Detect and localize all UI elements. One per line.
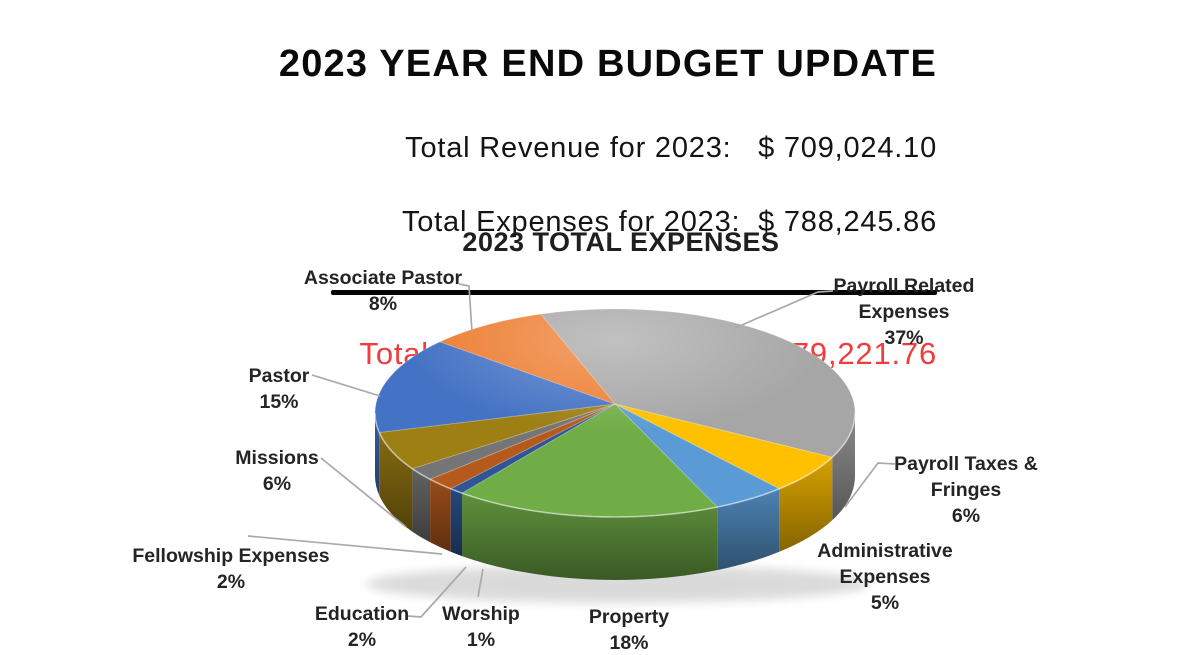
leader-missions — [320, 457, 407, 528]
label-property: Property — [589, 606, 669, 628]
expenses-text: Total Expenses for 2023: $ 788,245.86 — [401, 206, 937, 238]
label-payroll-taxes-fringes: Fringes — [931, 479, 1002, 501]
label-administrative-expenses: Expenses — [839, 566, 930, 588]
label-administrative-expenses: 5% — [871, 592, 899, 614]
leader-associate-pastor — [458, 283, 473, 333]
label-pastor: Pastor — [249, 365, 310, 387]
label-payroll-taxes-fringes: 6% — [952, 505, 980, 527]
chart-title: 2023 TOTAL EXPENSES — [462, 227, 780, 257]
pie-shadow — [366, 565, 870, 603]
leader-education — [407, 566, 467, 618]
label-fellowship-expenses: 2% — [217, 571, 245, 593]
label-property: 18% — [609, 632, 648, 654]
pie-slice-fellowship-expenses-side — [412, 468, 431, 543]
label-associate-pastor: 8% — [369, 293, 397, 315]
leader-payroll-taxes-fringes — [844, 462, 896, 508]
pie-slice-worship-side — [450, 488, 462, 557]
label-missions: Missions — [235, 447, 319, 469]
leader-pastor — [311, 374, 381, 397]
leader-payroll-related-expenses — [734, 290, 834, 329]
pie-slice-education-side — [430, 479, 451, 552]
label-education: 2% — [348, 629, 376, 651]
label-worship: 1% — [467, 629, 495, 651]
label-worship: Worship — [442, 603, 520, 625]
pie-rim-highlight — [374, 412, 856, 518]
label-associate-pastor: Associate Pastor — [304, 267, 463, 289]
page-title: 2023 YEAR END BUDGET UPDATE — [278, 43, 937, 85]
label-payroll-related-expenses: 37% — [884, 327, 923, 349]
leader-fellowship-expenses — [247, 535, 443, 555]
label-missions: 6% — [263, 473, 291, 495]
label-education: Education — [315, 603, 409, 625]
label-pastor: 15% — [259, 391, 298, 413]
label-administrative-expenses: Administrative — [817, 540, 953, 562]
leader-worship — [477, 568, 484, 598]
label-payroll-related-expenses: Payroll Related — [834, 275, 975, 297]
label-payroll-related-expenses: Expenses — [858, 301, 949, 323]
divider-line — [331, 290, 937, 295]
label-payroll-taxes-fringes: Payroll Taxes & — [894, 453, 1038, 475]
header-block: 2023 YEAR END BUDGET UPDATE Total Revenu… — [279, 5, 937, 408]
label-fellowship-expenses: Fellowship Expenses — [132, 545, 329, 567]
revenue-text: Total Revenue for 2023: $ 709,024.10 — [405, 132, 937, 164]
